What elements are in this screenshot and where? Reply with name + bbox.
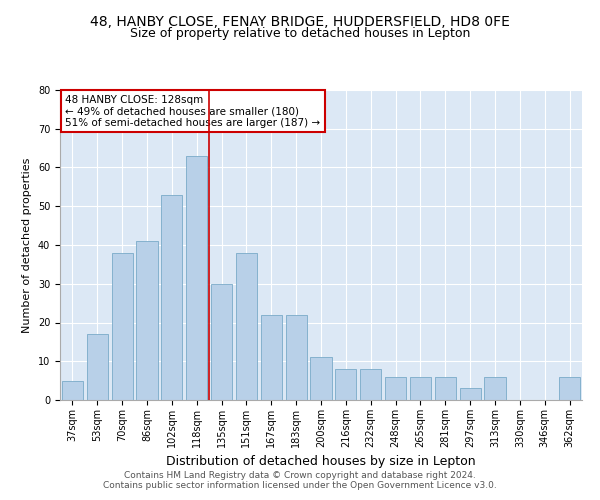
Bar bbox=[62, 380, 83, 400]
Bar bbox=[236, 252, 257, 400]
Bar bbox=[310, 358, 332, 400]
Y-axis label: Number of detached properties: Number of detached properties bbox=[22, 158, 32, 332]
Bar bbox=[559, 377, 580, 400]
Text: Size of property relative to detached houses in Lepton: Size of property relative to detached ho… bbox=[130, 28, 470, 40]
Bar bbox=[410, 377, 431, 400]
Bar bbox=[335, 369, 356, 400]
Bar bbox=[211, 284, 232, 400]
Bar bbox=[484, 377, 506, 400]
Bar bbox=[186, 156, 207, 400]
Bar bbox=[360, 369, 381, 400]
Text: Contains HM Land Registry data © Crown copyright and database right 2024.
Contai: Contains HM Land Registry data © Crown c… bbox=[103, 470, 497, 490]
Bar bbox=[161, 194, 182, 400]
Bar bbox=[286, 315, 307, 400]
Bar bbox=[385, 377, 406, 400]
Text: 48, HANBY CLOSE, FENAY BRIDGE, HUDDERSFIELD, HD8 0FE: 48, HANBY CLOSE, FENAY BRIDGE, HUDDERSFI… bbox=[90, 15, 510, 29]
X-axis label: Distribution of detached houses by size in Lepton: Distribution of detached houses by size … bbox=[166, 456, 476, 468]
Bar bbox=[460, 388, 481, 400]
Bar bbox=[261, 315, 282, 400]
Bar bbox=[87, 334, 108, 400]
Text: 48 HANBY CLOSE: 128sqm
← 49% of detached houses are smaller (180)
51% of semi-de: 48 HANBY CLOSE: 128sqm ← 49% of detached… bbox=[65, 94, 320, 128]
Bar bbox=[435, 377, 456, 400]
Bar bbox=[112, 252, 133, 400]
Bar bbox=[136, 241, 158, 400]
